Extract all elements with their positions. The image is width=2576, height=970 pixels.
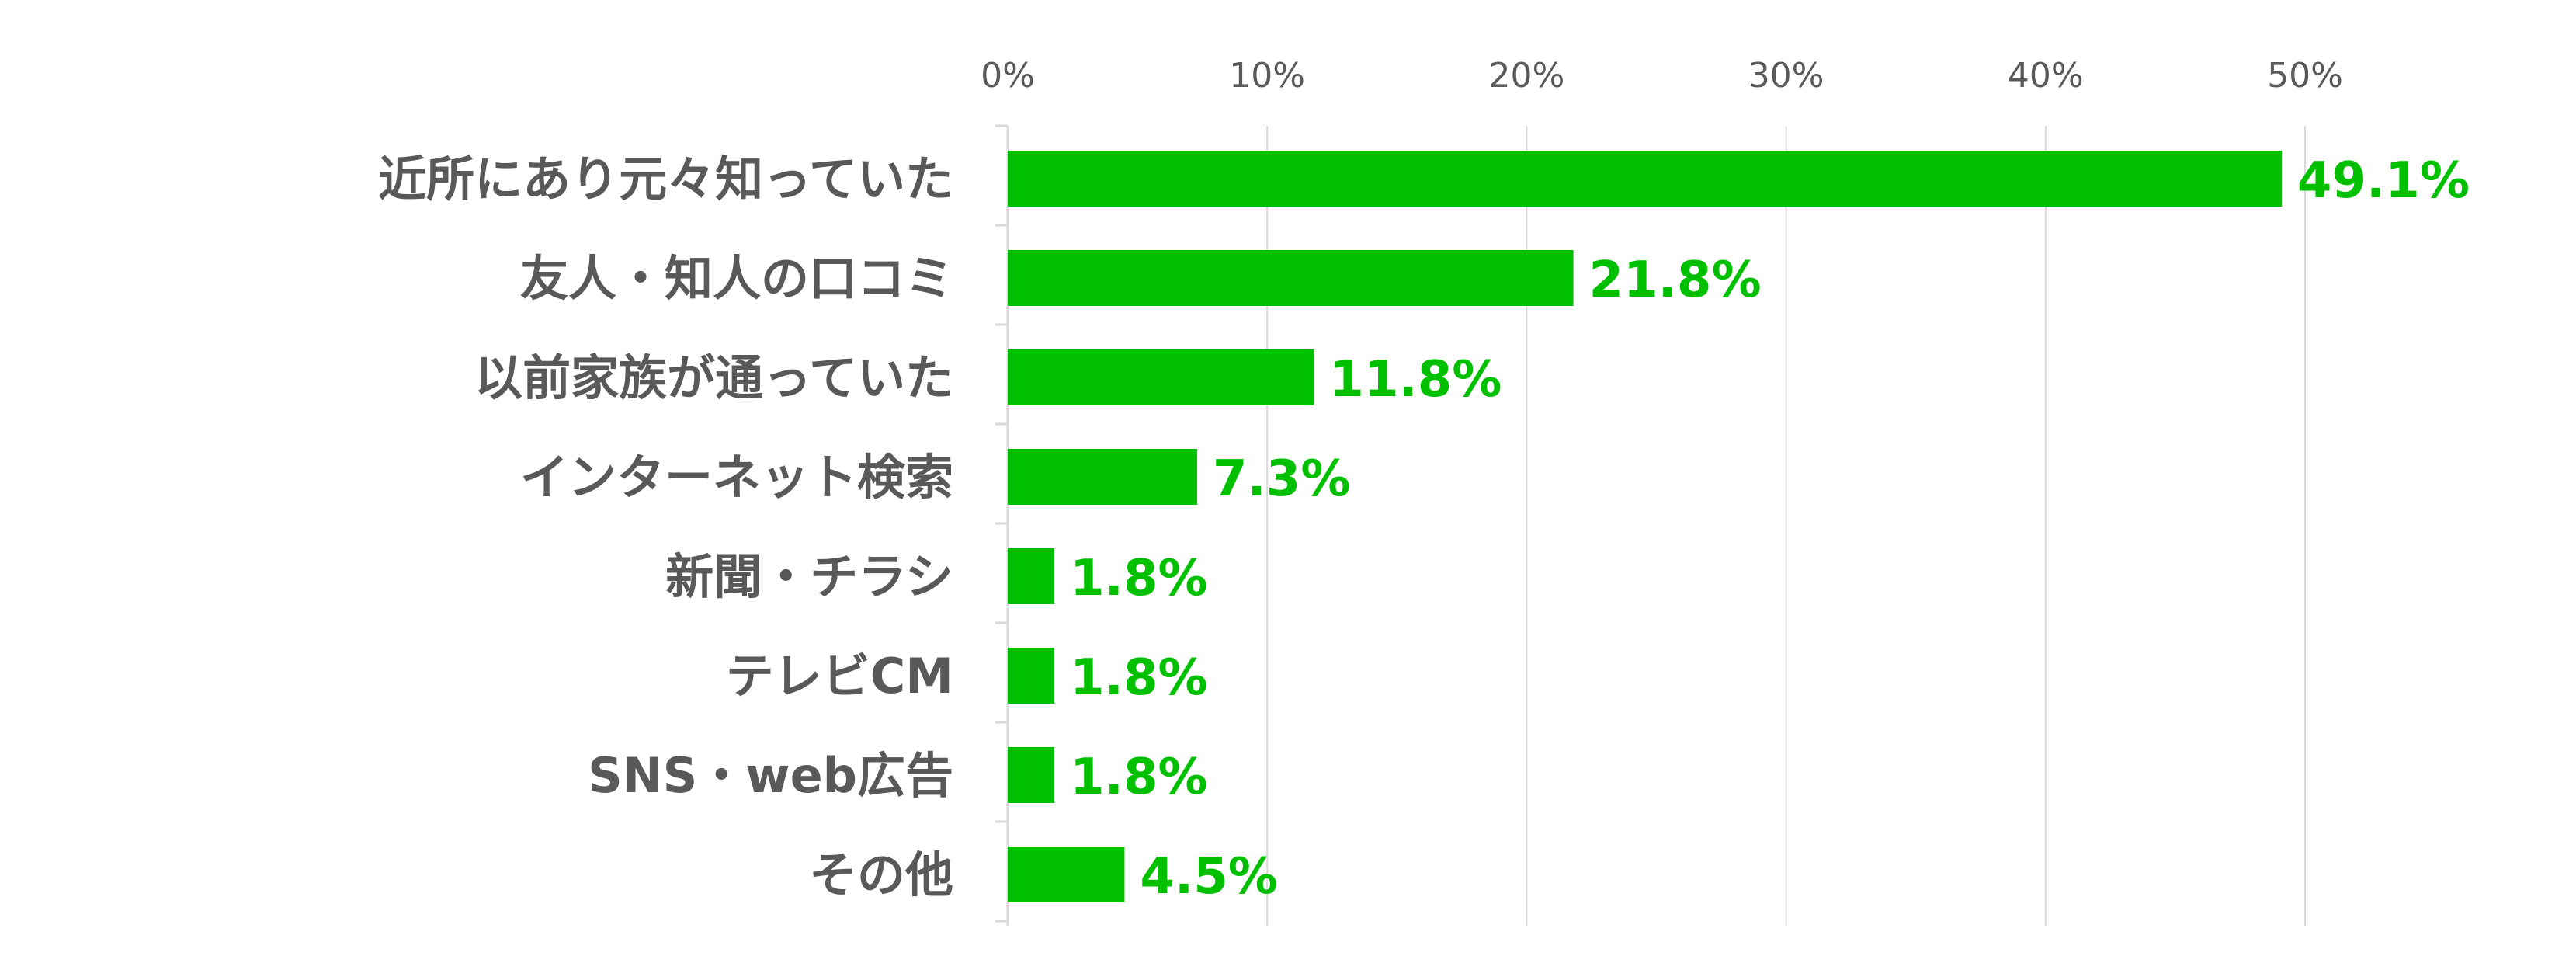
x-axis-ticks: 0% 10% 20% 30% 40% 50% xyxy=(981,56,2343,96)
y-axis xyxy=(995,124,1009,926)
bar xyxy=(1008,349,1314,405)
data-label: 1.8% xyxy=(1070,749,1208,806)
category-label: 以前家族が通っていた xyxy=(474,349,953,406)
category-label: 友人・知人の口コミ xyxy=(520,250,953,307)
bar xyxy=(1008,548,1055,604)
data-labels: 49.1%21.8%11.8%7.3%1.8%1.8%1.8%4.5% xyxy=(1070,152,2470,906)
category-label: インターネット検索 xyxy=(520,449,953,506)
category-label: 新聞・チラシ xyxy=(665,548,953,605)
x-tick-label: 40% xyxy=(2008,56,2084,96)
bar xyxy=(1008,151,2282,207)
data-label: 1.8% xyxy=(1070,550,1208,607)
category-label: SNS・web広告 xyxy=(588,747,953,804)
x-tick-label: 0% xyxy=(981,56,1035,96)
category-labels: 近所にあり元々知っていた友人・知人の口コミ以前家族が通っていたインターネット検索… xyxy=(378,151,953,903)
data-label: 11.8% xyxy=(1329,351,1502,409)
data-label: 1.8% xyxy=(1070,649,1208,707)
data-label: 7.3% xyxy=(1213,450,1351,508)
bar xyxy=(1008,847,1125,902)
bar xyxy=(1008,449,1197,505)
data-label: 4.5% xyxy=(1140,848,1278,906)
data-label: 49.1% xyxy=(2297,152,2470,210)
bar xyxy=(1008,250,1574,306)
category-label: テレビCM xyxy=(726,648,953,704)
x-tick-label: 10% xyxy=(1229,56,1305,96)
bar xyxy=(1008,747,1055,803)
x-tick-label: 30% xyxy=(1748,56,1824,96)
x-tick-label: 20% xyxy=(1489,56,1565,96)
category-label: 近所にあり元々知っていた xyxy=(378,151,953,207)
bars xyxy=(1008,151,2282,902)
bar xyxy=(1008,648,1055,704)
gridlines xyxy=(1266,126,2306,926)
x-tick-label: 50% xyxy=(2267,56,2343,96)
data-label: 21.8% xyxy=(1589,252,1762,309)
category-label: その他 xyxy=(809,847,953,903)
